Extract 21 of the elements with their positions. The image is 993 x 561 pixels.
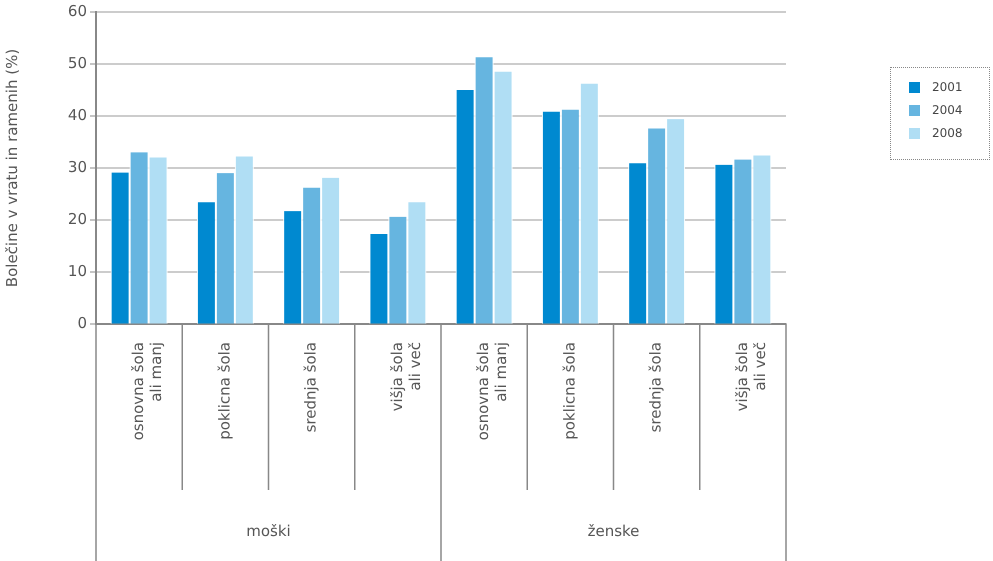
legend-label: 2008 <box>932 126 963 140</box>
text: ženske <box>588 522 640 540</box>
y-tick-label: 0 <box>77 314 87 332</box>
x-tick-label: srednja šola <box>302 342 320 432</box>
text: moški <box>246 522 291 540</box>
y-axis-title: Bolečine v vratu in ramenih (%) <box>2 48 21 288</box>
x-tick-label: višja šola ali več <box>732 342 769 412</box>
x-tick-label: osnovna šola ali manj <box>129 342 166 440</box>
y-tick-label: 30 <box>68 158 87 176</box>
legend-label: 2004 <box>932 103 963 117</box>
x-tick-label: osnovna šola ali manj <box>474 342 510 440</box>
legend-label: 2001 <box>932 80 963 94</box>
y-tick-label: 50 <box>68 54 87 72</box>
x-tick-label: poklicna šola <box>560 342 578 440</box>
x-tick-label: poklicna šola <box>215 342 234 440</box>
x-tick-label: srednja šola <box>646 342 665 432</box>
x-tick-label: višja šola ali več <box>388 342 424 412</box>
y-tick-label: 40 <box>68 106 87 124</box>
y-tick-label: 10 <box>68 262 87 280</box>
y-tick-label: 60 <box>68 2 87 20</box>
y-tick-label: 20 <box>68 210 87 228</box>
